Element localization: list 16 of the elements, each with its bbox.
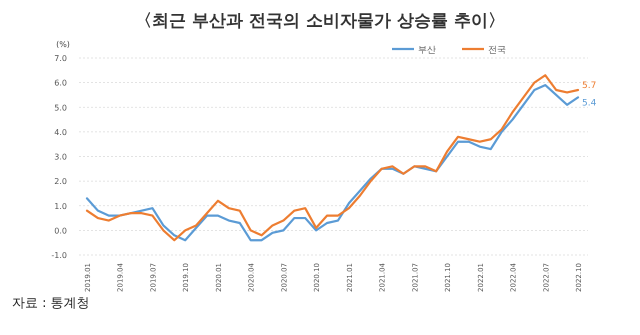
y-tick-label: 4.0 <box>54 128 67 137</box>
y-tick-label: 1.0 <box>54 202 67 211</box>
legend-label: 부산 <box>418 46 436 56</box>
y-tick-label: 0.0 <box>54 226 67 236</box>
y-axis-title: (%) <box>56 40 70 49</box>
chart-title: 〈최근 부산과 전국의 소비자물가 상승률 추이〉 <box>135 11 505 31</box>
y-tick-label: -1.0 <box>51 251 67 260</box>
annotation: 5.7 <box>582 81 596 92</box>
y-tick-label: 3.0 <box>54 152 67 162</box>
annotation: 5.4 <box>582 98 597 108</box>
text: 자료 : 통계청 <box>12 296 90 311</box>
y-tick-label: 7.0 <box>54 54 67 63</box>
y-tick-label: 5.0 <box>54 103 67 112</box>
y-tick-label: 6.0 <box>54 78 67 88</box>
y-tick-label: 2.0 <box>54 177 67 186</box>
legend-label: 전국 <box>488 46 506 56</box>
